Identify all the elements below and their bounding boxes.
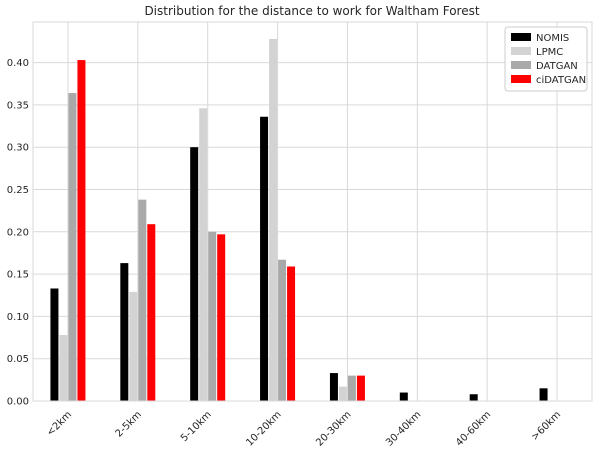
x-tick-label: 40-60km xyxy=(454,409,493,448)
y-tick-label: 0.40 xyxy=(7,58,29,69)
bar-nomis-2 xyxy=(190,147,199,401)
bar-lpmc-0 xyxy=(59,335,68,401)
y-tick-label: 0.00 xyxy=(7,397,29,408)
bar-nomis-3 xyxy=(260,116,269,401)
grid-lines xyxy=(33,22,592,402)
x-tick-label: 30-40km xyxy=(384,409,423,448)
x-tick-label: 20-30km xyxy=(314,409,353,448)
y-tick-label: 0.15 xyxy=(7,270,29,281)
bar-nomis-5 xyxy=(399,392,408,401)
legend: NOMIS LPMC DATGAN ciDATGAN xyxy=(504,26,588,92)
bar-cidatgan-3 xyxy=(287,266,296,401)
x-tick-label: 10-20km xyxy=(244,409,283,448)
bar-cidatgan-2 xyxy=(217,234,226,401)
legend-swatch-nomis xyxy=(511,33,531,41)
bar-datgan-3 xyxy=(278,259,287,401)
bar-nomis-0 xyxy=(50,288,59,401)
legend-label-datgan: DATGAN xyxy=(536,61,578,72)
bar-cidatgan-1 xyxy=(147,224,156,401)
x-tick-label: 5-10km xyxy=(179,409,214,444)
bars xyxy=(50,38,548,402)
x-tick-label: <2km xyxy=(45,409,74,438)
plot-frame xyxy=(32,21,593,402)
bar-datgan-1 xyxy=(138,199,147,401)
legend-swatch-cidatgan xyxy=(511,75,531,83)
x-tick-label: 2-5km xyxy=(114,409,144,439)
bar-nomis-4 xyxy=(329,373,338,401)
y-tick-label: 0.35 xyxy=(7,100,29,111)
bar-lpmc-2 xyxy=(199,108,208,402)
bar-nomis-7 xyxy=(539,388,548,401)
y-tick-label: 0.10 xyxy=(7,312,29,323)
legend-label-nomis: NOMIS xyxy=(536,33,569,44)
bar-nomis-1 xyxy=(120,263,129,401)
bar-lpmc-4 xyxy=(338,386,347,401)
y-tick-label: 0.25 xyxy=(7,185,29,196)
y-tick-label: 0.05 xyxy=(7,354,29,365)
y-tick-label: 0.30 xyxy=(7,143,29,154)
bar-datgan-4 xyxy=(347,375,356,401)
bar-lpmc-1 xyxy=(129,291,138,401)
chart-title: Distribution for the distance to work fo… xyxy=(144,4,479,18)
bar-datgan-0 xyxy=(68,93,77,401)
legend-label-cidatgan: ciDATGAN xyxy=(536,75,586,86)
legend-swatch-lpmc xyxy=(511,47,531,55)
bar-nomis-6 xyxy=(469,394,478,401)
axes: 0.00 0.05 0.10 0.15 0.20 0.25 0.30 0.35 0.40 <2km… xyxy=(7,21,593,449)
y-tick-label: 0.20 xyxy=(7,227,29,238)
bar-cidatgan-0 xyxy=(77,60,86,402)
legend-label-lpmc: LPMC xyxy=(536,47,563,58)
bar-datgan-2 xyxy=(208,231,217,401)
bar-lpmc-3 xyxy=(269,38,278,401)
x-tick-label: >60km xyxy=(529,409,563,443)
bar-cidatgan-4 xyxy=(356,375,365,401)
legend-swatch-datgan xyxy=(511,61,531,69)
